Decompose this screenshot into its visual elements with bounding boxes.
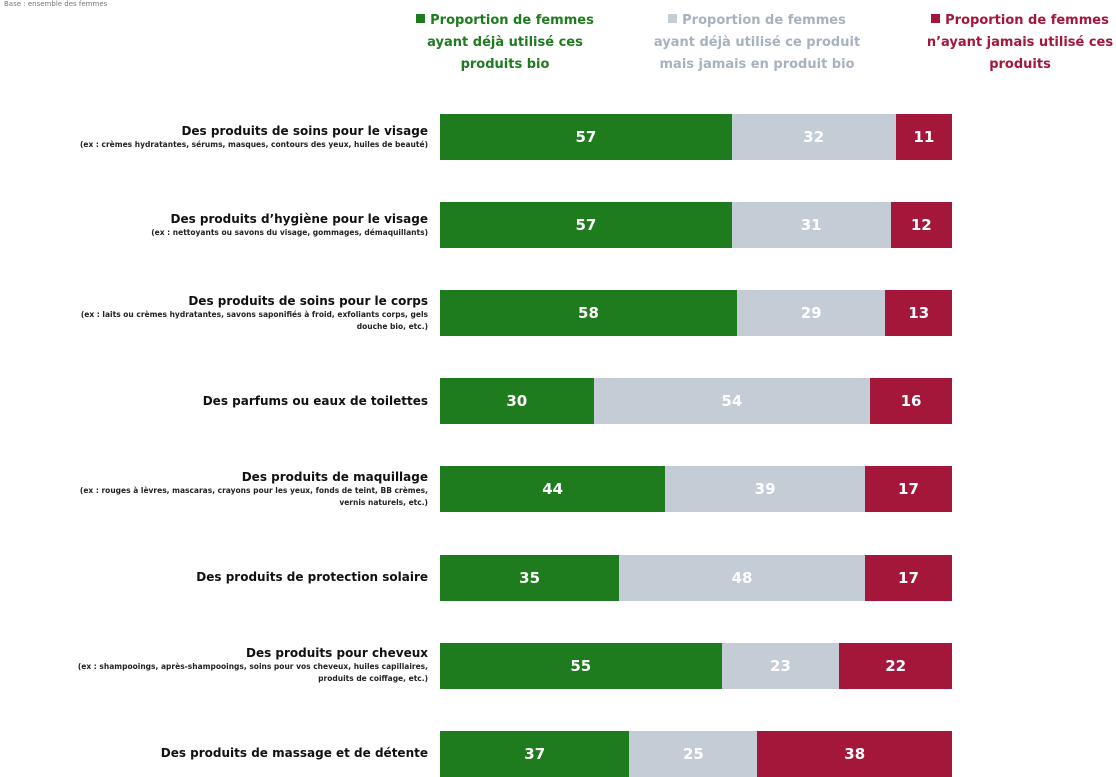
category-label: Des produits de massage et de détente [68, 746, 428, 761]
value-label: 54 [721, 392, 743, 411]
value-label: 35 [519, 568, 541, 587]
category-note: (ex : rouges à lèvres, mascaras, crayons… [79, 485, 428, 507]
value-label: 13 [908, 304, 930, 323]
value-label: 57 [575, 216, 597, 235]
value-label: 57 [575, 128, 597, 146]
value-label: 25 [683, 744, 704, 763]
bar-segment [895, 114, 952, 160]
category-note: (ex : crèmes hydratantes, sérums, masque… [79, 139, 428, 149]
value-label: 29 [800, 304, 822, 323]
value-label: 16 [900, 392, 922, 411]
category-label: Des parfums ou eaux de toilettes [68, 394, 428, 409]
category-name: Des produits pour cheveux [246, 646, 428, 661]
value-label: 23 [770, 656, 791, 675]
bar-segment [440, 290, 737, 337]
bar-segment [885, 290, 952, 337]
value-label: 12 [910, 216, 932, 235]
base-note: Base : ensemble des femmes [4, 0, 108, 8]
category-name: Des produits de soins pour le corps [188, 293, 428, 308]
category-name: Des parfums ou eaux de toilettes [202, 393, 428, 408]
bar-segment [721, 642, 840, 689]
bar-segment [593, 378, 871, 425]
value-label: 22 [885, 656, 907, 675]
category-note: (ex : shampooings, après-shampooings, so… [77, 662, 428, 684]
bar-segment [864, 466, 952, 513]
bar-segment [440, 730, 630, 777]
legend-swatch [668, 14, 678, 23]
bar-segment [440, 642, 722, 689]
category-label: Des produits de soins pour le visage (ex … [68, 124, 428, 151]
legend-label: Proportion de femmes n’ayant jamais util… [926, 13, 1114, 72]
bar-segment [440, 466, 666, 513]
bar-segment [619, 554, 865, 601]
bar-segment [440, 202, 732, 249]
bar-segment [629, 730, 758, 777]
legend-label: Proportion de femmes ayant déjà utilisé … [427, 13, 594, 72]
bar-segment [870, 378, 952, 425]
value-label: 32 [803, 128, 825, 146]
value-label: 30 [506, 392, 528, 411]
value-label: 39 [754, 480, 776, 499]
value-label: 44 [542, 480, 564, 499]
value-label: 17 [898, 568, 919, 587]
value-label: 31 [800, 216, 822, 235]
bar-segment [890, 202, 952, 249]
category-label: Des produits de protection solaire [68, 570, 428, 585]
legend-item: Proportion de femmes ayant déjà utilisé … [395, 10, 615, 76]
category-label: Des produits d’hygiène pour le visage (ex… [68, 212, 428, 239]
value-label: 58 [578, 304, 599, 323]
bar-segment [440, 114, 732, 160]
value-label: 11 [913, 128, 935, 146]
category-note: (ex : laits ou crèmes hydratantes, savon… [80, 309, 428, 331]
category-name: Des produits de massage et de détente [160, 746, 428, 761]
legend-swatch [416, 14, 426, 23]
bar-segment [757, 730, 952, 777]
category-note: (ex : nettoyants ou savons du visage, go… [151, 227, 428, 237]
category-label: Des produits de maquillage (ex : rouges à… [68, 470, 428, 509]
legend-label: Proportion de femmes ayant déjà utilisé … [653, 13, 861, 72]
bar-segment [736, 290, 886, 337]
value-label: 48 [731, 568, 753, 587]
category-name: Des produits de protection solaire [196, 570, 428, 584]
bar-segment [440, 378, 594, 425]
category-name: Des produits de soins pour le visage [181, 123, 428, 138]
legend-item: Proportion de femmes ayant déjà utilisé … [647, 10, 867, 76]
bar-segment [839, 642, 952, 689]
value-label: 17 [898, 480, 919, 499]
value-label: 38 [844, 744, 866, 763]
bar-segment [731, 202, 891, 249]
legend-swatch [931, 14, 941, 23]
category-name: Des produits de maquillage [241, 469, 428, 484]
category-label: Des produits pour cheveux (ex : shampooin… [68, 646, 428, 685]
value-label: 37 [524, 744, 546, 763]
bar-segment [864, 554, 952, 601]
category-name: Des produits d’hygiène pour le visage [170, 211, 429, 226]
bar-segment [440, 554, 620, 601]
bar-segment [731, 114, 896, 160]
value-label: 55 [570, 656, 592, 675]
category-label: Des produits de soins pour le corps (ex :… [68, 294, 428, 333]
legend-item: Proportion de femmes n’ayant jamais util… [910, 10, 1116, 76]
bar-segment [665, 466, 865, 513]
